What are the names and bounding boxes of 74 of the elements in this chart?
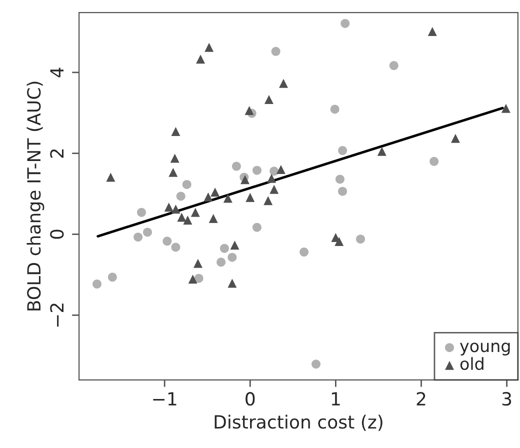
x-tick-label: 1 [332, 392, 340, 406]
point [220, 244, 229, 253]
point [204, 42, 214, 52]
point [170, 154, 180, 163]
x-axis-title: Distraction cost (z) [214, 414, 382, 431]
y-tick-label: 4 [50, 68, 64, 78]
point [377, 146, 386, 156]
point [136, 208, 146, 217]
x-tick-label: 2 [416, 392, 426, 406]
point [204, 192, 213, 202]
point [92, 280, 102, 289]
point [183, 216, 192, 225]
point [162, 236, 172, 246]
point [246, 192, 255, 202]
y-tick-label: 2 [50, 149, 64, 158]
x-tick-label: −1 [153, 392, 176, 406]
point [271, 46, 280, 56]
point [230, 240, 240, 250]
point [216, 258, 226, 267]
point [501, 104, 510, 113]
point [252, 166, 262, 175]
point [340, 18, 350, 28]
point [300, 248, 309, 257]
legend-label: old [460, 357, 484, 370]
point [208, 214, 218, 223]
point [168, 168, 178, 177]
point [389, 61, 398, 70]
point [244, 106, 254, 115]
point [334, 237, 344, 246]
point [270, 184, 279, 194]
point [270, 166, 279, 176]
point [177, 212, 186, 222]
point [108, 272, 117, 282]
point [276, 165, 286, 174]
point [264, 95, 274, 104]
point [223, 194, 232, 203]
point [338, 186, 348, 196]
point [228, 278, 237, 288]
point [188, 274, 198, 284]
y-tick-label: −2 [50, 304, 64, 327]
point [190, 208, 200, 217]
point [330, 104, 340, 114]
point [264, 196, 273, 206]
point [106, 172, 116, 182]
point [171, 126, 180, 136]
point [267, 174, 276, 183]
legend-label: young [460, 342, 510, 356]
point [164, 202, 174, 212]
y-axis-title: BOLD change IT-NT (AUC) [26, 82, 44, 310]
point [228, 252, 237, 262]
point [142, 228, 152, 237]
point [176, 192, 186, 201]
x-tick-label: 3 [502, 392, 512, 406]
y-tick-label: 0 [50, 230, 64, 239]
point [240, 175, 250, 184]
point [182, 180, 192, 189]
point [428, 27, 437, 36]
point [134, 232, 143, 242]
x-tick-label: 0 [246, 392, 255, 406]
point [279, 78, 288, 88]
point [252, 222, 262, 232]
point [338, 146, 348, 156]
point [430, 156, 439, 166]
point [335, 174, 344, 184]
point [196, 54, 206, 64]
point [194, 274, 204, 283]
point [210, 188, 220, 197]
point [171, 204, 180, 214]
point [193, 258, 202, 268]
point [450, 134, 460, 143]
point [312, 360, 321, 369]
point [232, 162, 241, 171]
point [356, 234, 366, 244]
point [171, 242, 180, 252]
